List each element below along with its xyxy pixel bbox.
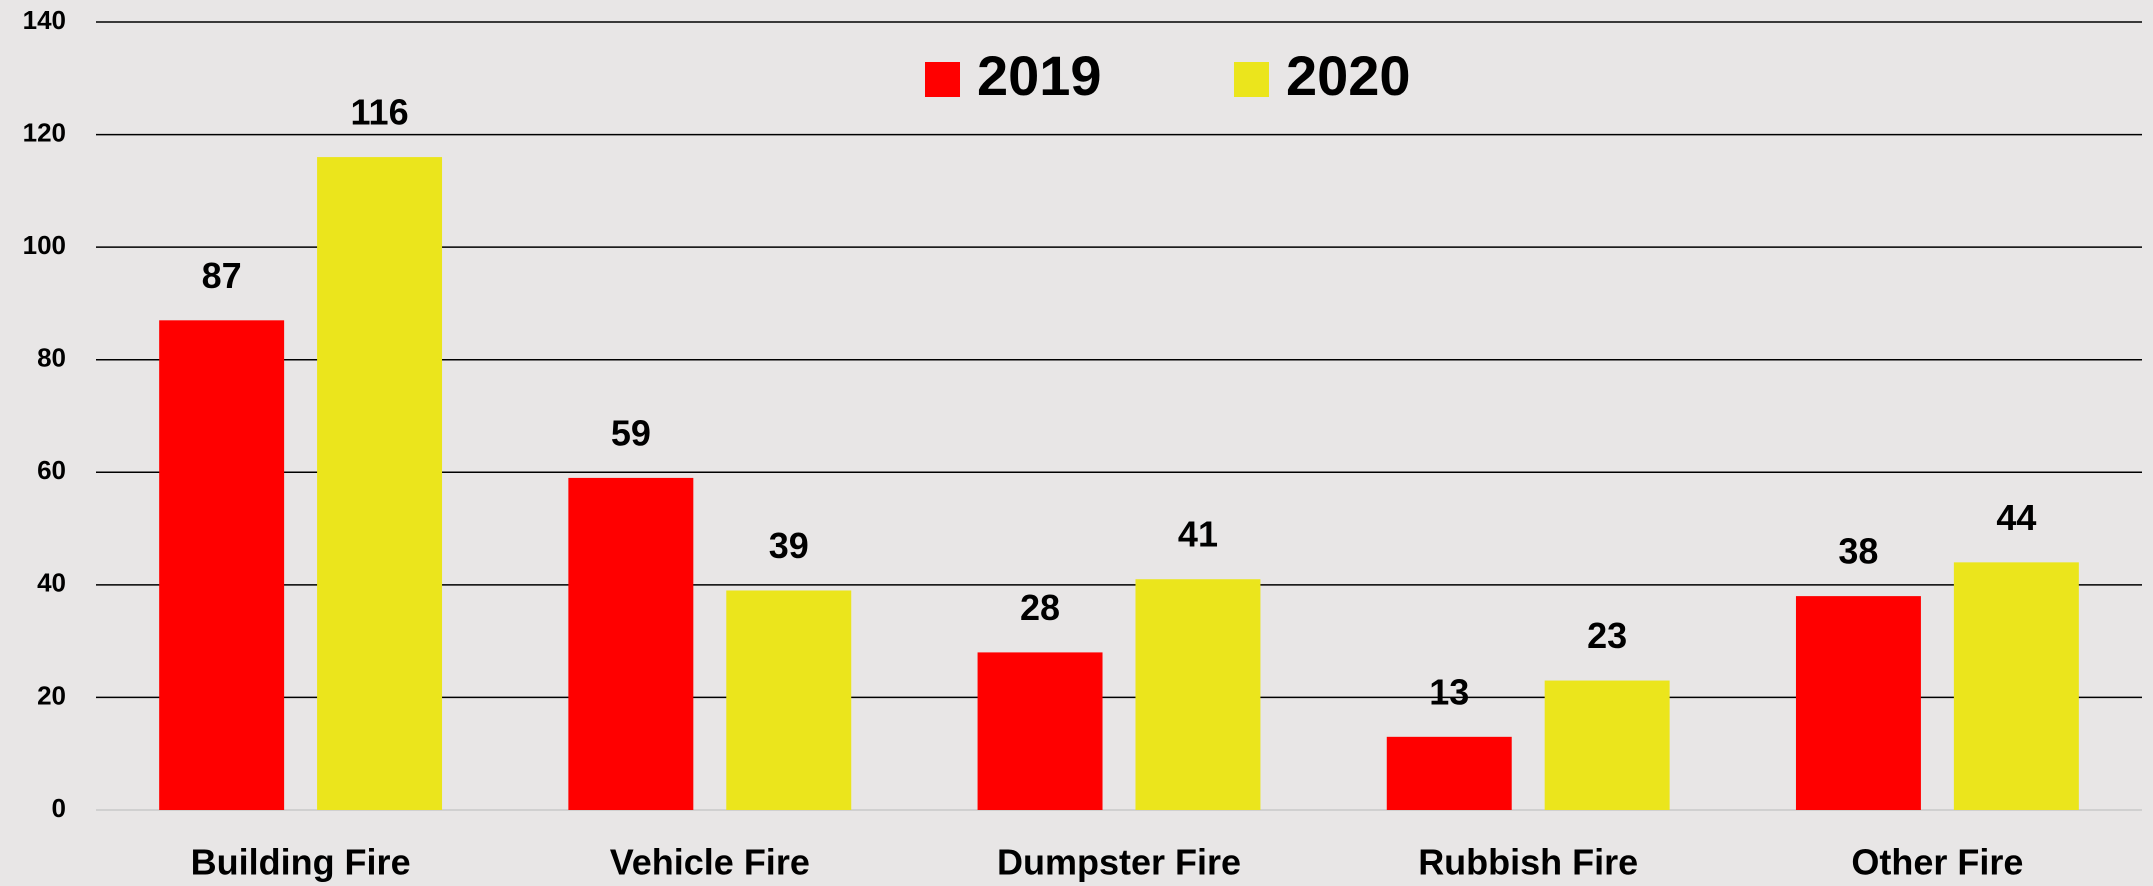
- data-label: 13: [1429, 671, 1469, 712]
- data-label: 116: [351, 92, 409, 133]
- x-tick-label: Other Fire: [1851, 842, 2023, 883]
- legend-swatch: [925, 62, 960, 97]
- y-tick-label: 100: [23, 230, 66, 260]
- bar: [1795, 596, 1921, 810]
- bar: [1135, 579, 1261, 810]
- data-label: 38: [1838, 531, 1878, 572]
- y-tick-label: 140: [23, 5, 66, 35]
- data-label: 39: [769, 525, 809, 566]
- data-label: 23: [1587, 615, 1627, 656]
- x-tick-label: Vehicle Fire: [610, 842, 810, 883]
- bar: [159, 320, 285, 810]
- x-tick-label: Rubbish Fire: [1418, 842, 1638, 883]
- data-label: 59: [611, 412, 651, 453]
- legend-label: 2019: [977, 44, 1102, 107]
- bar: [977, 652, 1103, 810]
- data-label: 44: [1996, 497, 2036, 538]
- bar: [1386, 736, 1512, 810]
- x-tick-label: Building Fire: [191, 842, 411, 883]
- bar: [317, 157, 443, 811]
- bar: [726, 590, 852, 810]
- y-tick-label: 60: [37, 455, 66, 485]
- bar: [568, 477, 694, 810]
- data-label: 28: [1020, 587, 1060, 628]
- data-label: 87: [202, 255, 242, 296]
- y-tick-label: 120: [23, 117, 66, 147]
- y-tick-label: 80: [37, 343, 66, 373]
- bar: [1953, 562, 2079, 810]
- data-label: 41: [1178, 514, 1218, 555]
- bar: [1544, 680, 1670, 810]
- legend-label: 2020: [1286, 44, 1411, 107]
- x-tick-label: Dumpster Fire: [997, 842, 1241, 883]
- y-tick-label: 20: [37, 680, 66, 710]
- legend-swatch: [1234, 62, 1269, 97]
- y-tick-label: 0: [52, 793, 66, 823]
- y-tick-label: 40: [37, 568, 66, 598]
